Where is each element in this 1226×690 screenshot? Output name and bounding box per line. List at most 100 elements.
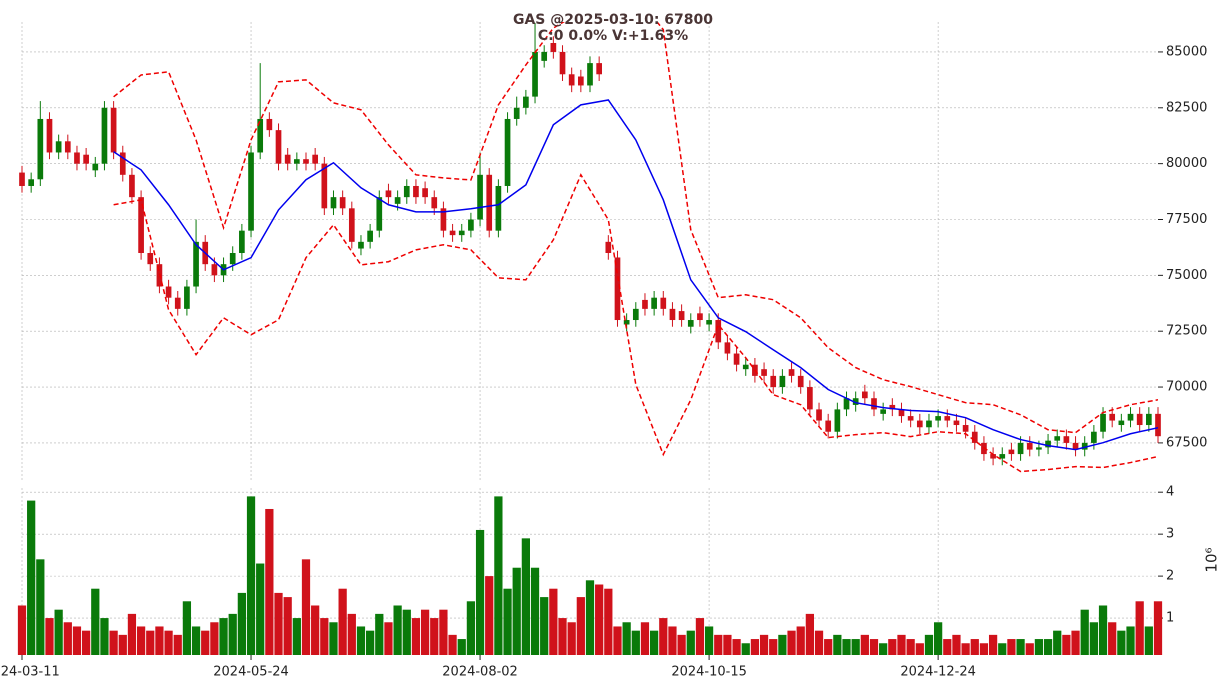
candle-body: [193, 241, 199, 287]
candle-body: [358, 241, 364, 249]
volume-bar: [173, 634, 182, 655]
volume-bar: [246, 496, 256, 655]
candle-body: [697, 313, 703, 321]
y-tick-label: 4: [1166, 485, 1174, 500]
candle-body: [825, 420, 832, 432]
x-tick-label: 2024-08-02: [442, 665, 518, 680]
volume-bar: [631, 630, 640, 655]
volume-bar: [329, 622, 338, 655]
candle-body: [577, 76, 584, 86]
volume-bar: [732, 639, 741, 655]
candle-body: [678, 311, 685, 321]
candle-body: [797, 375, 804, 388]
volume-bar: [118, 634, 127, 655]
candle-body: [669, 308, 676, 321]
candle-body: [321, 163, 328, 209]
candle-body: [513, 107, 520, 119]
candle-body: [184, 286, 190, 309]
overlay-line: [113, 99, 1158, 451]
candle-body: [733, 353, 740, 365]
volume-bar: [191, 626, 201, 655]
candle-body: [761, 369, 767, 376]
overlay-line: [113, 173, 1158, 473]
candle-body: [413, 185, 419, 198]
volume-bar: [686, 630, 695, 655]
volume-bar: [283, 597, 292, 655]
candle-body: [651, 297, 657, 309]
volume-bar: [1144, 626, 1153, 655]
candle-body: [486, 174, 493, 231]
volume-bar: [182, 601, 192, 655]
volume-bar: [485, 576, 494, 655]
volume-layer: [17, 496, 1163, 655]
candle-body: [28, 179, 35, 186]
candle-body: [834, 409, 841, 432]
y-tick-label: 75000: [1166, 268, 1207, 283]
candle-body: [339, 197, 346, 209]
candle-body: [1145, 413, 1152, 426]
candle-body: [275, 130, 282, 164]
volume-bar: [366, 630, 375, 655]
volume-bar: [759, 634, 769, 655]
volume-bar: [338, 588, 347, 655]
volume-bar: [292, 618, 301, 655]
candle-body: [816, 409, 822, 421]
volume-bar: [430, 618, 439, 655]
volume-bar: [888, 639, 897, 655]
candle-body: [1045, 440, 1051, 448]
volume-bar: [1016, 639, 1025, 655]
y-tick-label: 67500: [1166, 435, 1207, 450]
candle-body: [935, 416, 941, 421]
candle-body: [422, 188, 428, 198]
volume-bar: [36, 559, 45, 655]
candle-body: [1026, 442, 1033, 450]
candle-body: [458, 230, 465, 236]
candle-body: [348, 208, 355, 242]
candle-body: [605, 241, 612, 254]
candle-body: [211, 264, 218, 276]
candle-body: [1072, 442, 1079, 450]
candle-body: [532, 51, 538, 97]
x-tick-label: 2024-05-24: [213, 665, 289, 680]
volume-bar: [91, 588, 100, 655]
candle-body: [889, 404, 896, 410]
candle-body: [1127, 413, 1134, 421]
candle-body: [92, 163, 99, 171]
volume-bar: [540, 597, 549, 655]
candle-body: [687, 320, 694, 327]
volume-bar: [63, 622, 72, 655]
volume-bar: [851, 639, 860, 655]
candle-body: [293, 159, 300, 164]
volume-bar: [576, 597, 585, 655]
candle-body: [907, 416, 914, 421]
volume-bar: [127, 613, 137, 655]
volume-bar: [1025, 643, 1034, 655]
volume-bar: [311, 605, 320, 655]
volume-bar: [457, 639, 466, 655]
candle-body: [110, 107, 117, 153]
candle-body: [440, 208, 447, 231]
candle-body: [495, 185, 502, 231]
volume-bar: [420, 609, 430, 655]
candle-body: [1081, 442, 1088, 450]
volume-bar: [915, 643, 924, 655]
volume-bar: [934, 622, 943, 655]
candle-body: [550, 43, 557, 52]
volume-bar: [842, 639, 851, 655]
candle-body: [1091, 431, 1097, 443]
candle-body: [614, 257, 621, 321]
candle-body: [138, 197, 144, 254]
volume-bar: [1071, 630, 1080, 655]
candle-body: [19, 172, 25, 186]
candle-body: [83, 154, 89, 164]
candle-body: [623, 320, 630, 325]
volume-bar: [356, 626, 366, 655]
volume-bar: [210, 622, 219, 655]
volume-bar: [448, 634, 457, 655]
candle-body: [788, 369, 795, 376]
y-tick-label: 77500: [1166, 212, 1207, 227]
volume-bar: [1153, 601, 1163, 655]
x-tick-label: 2024-03-11: [0, 665, 60, 680]
candle-body: [568, 74, 575, 86]
volume-bar: [714, 634, 723, 655]
